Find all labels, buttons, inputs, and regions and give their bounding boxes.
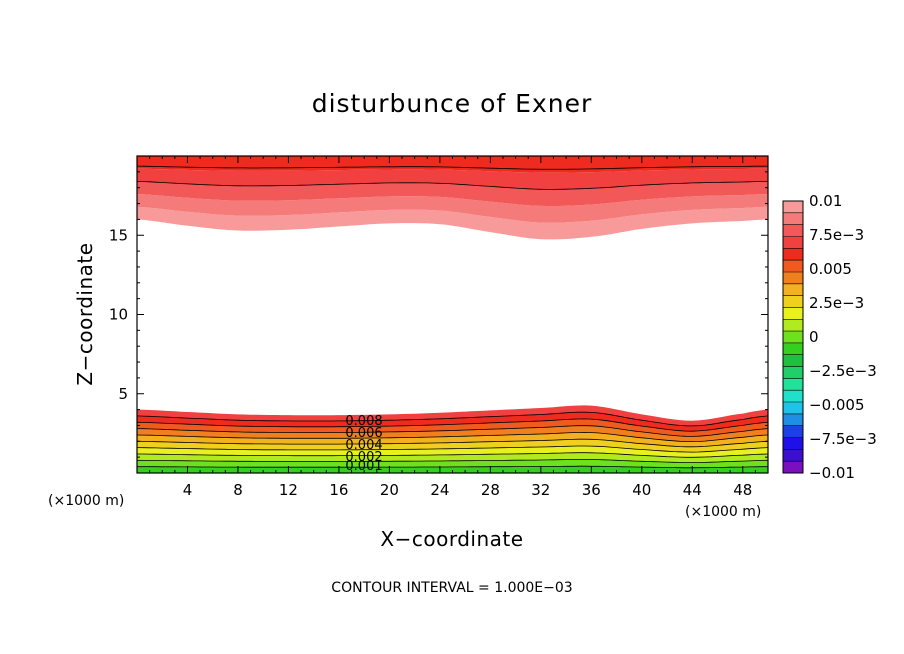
colorbar-swatch bbox=[783, 354, 803, 367]
colorbar-swatch bbox=[783, 437, 803, 450]
contour-band-high bbox=[137, 194, 768, 223]
contour-label: 0.001 bbox=[345, 459, 382, 474]
colorbar-swatch bbox=[783, 212, 803, 225]
colorbar-label: 0.005 bbox=[809, 260, 852, 278]
contour-interval-note: CONTOUR INTERVAL = 1.000E−03 bbox=[331, 580, 572, 596]
colorbar-swatch bbox=[783, 461, 803, 474]
colorbar-label: 7.5e−3 bbox=[809, 226, 864, 244]
contour-band-low bbox=[137, 418, 768, 437]
contour-label: 0.004 bbox=[345, 438, 382, 453]
colorbar-swatch bbox=[783, 283, 803, 296]
contour-band-low bbox=[137, 452, 768, 463]
chart-title: disturbunce of Exner bbox=[312, 89, 593, 118]
y-tick-label: 5 bbox=[118, 385, 128, 403]
contour-line-low bbox=[137, 465, 768, 469]
colorbar-label: −0.01 bbox=[809, 464, 855, 482]
colorbar-swatch bbox=[783, 342, 803, 356]
colorbar-swatch bbox=[783, 390, 803, 403]
colorbar-swatch bbox=[783, 224, 803, 237]
colorbar-label: −7.5e−3 bbox=[809, 430, 877, 448]
contour-band-low bbox=[137, 425, 768, 442]
contour-label: 0.008 bbox=[345, 414, 382, 429]
contour-line-low bbox=[136, 445, 769, 453]
x-tick-label: 12 bbox=[279, 481, 298, 499]
contour-line-low bbox=[136, 431, 769, 443]
y-tick-label: 10 bbox=[109, 306, 128, 324]
colorbar-swatch bbox=[783, 366, 803, 379]
x-tick-label: 4 bbox=[183, 481, 193, 499]
colorbar-labels: 0.01 7.5e−3 0.005 2.5e−3 0 −2.5e−3 −0.005 −7.5e… bbox=[809, 192, 877, 482]
colorbar-swatch bbox=[783, 319, 803, 332]
colorbar bbox=[782, 200, 804, 474]
y-axis-label: Z−coordinate bbox=[73, 242, 97, 385]
x-unit-right: (×1000 m) bbox=[685, 504, 761, 520]
colorbar-frame bbox=[782, 200, 804, 474]
colorbar-label: −0.005 bbox=[809, 396, 865, 414]
colorbar-swatch bbox=[783, 272, 803, 285]
colorbar-swatch bbox=[783, 413, 803, 427]
contour-band-high bbox=[137, 206, 768, 240]
colorbar-swatch bbox=[783, 236, 803, 249]
y-tick-label: 15 bbox=[109, 226, 128, 244]
x-tick-label: 32 bbox=[531, 481, 550, 499]
colorbar-swatch bbox=[783, 248, 803, 261]
x-tick-label: 8 bbox=[233, 481, 243, 499]
x-tick-label: 36 bbox=[582, 481, 601, 499]
contour-line-high bbox=[136, 181, 769, 190]
colorbar-swatch bbox=[783, 378, 803, 391]
contour-band-low bbox=[137, 432, 768, 447]
axis-ticks bbox=[137, 156, 768, 473]
colorbar-label: 0 bbox=[809, 328, 819, 346]
contour-band-low bbox=[137, 466, 768, 473]
x-tick-label: 48 bbox=[733, 481, 752, 499]
colorbar-swatch bbox=[783, 307, 803, 320]
colorbar-swatch bbox=[783, 331, 803, 344]
contour-line-low bbox=[136, 411, 769, 427]
contour-line-low bbox=[136, 418, 769, 432]
colorbar-label: −2.5e−3 bbox=[809, 362, 877, 380]
x-axis-label: X−coordinate bbox=[380, 527, 523, 551]
colorbar-swatch bbox=[783, 201, 803, 214]
contour-band-low bbox=[137, 439, 768, 453]
contour-line-high bbox=[136, 165, 769, 170]
x-tick-label: 16 bbox=[329, 481, 348, 499]
contour-line-layer bbox=[136, 165, 769, 469]
contour-band-low bbox=[137, 446, 768, 458]
contour-label: 0.006 bbox=[345, 426, 382, 441]
colorbar-swatch bbox=[783, 295, 803, 308]
contour-line-low bbox=[136, 425, 769, 437]
x-unit-left: (×1000 m) bbox=[48, 493, 124, 509]
x-tick-label: 20 bbox=[380, 481, 399, 499]
colorbar-swatch bbox=[783, 260, 803, 273]
x-tick-label: 40 bbox=[632, 481, 651, 499]
colorbar-label: 2.5e−3 bbox=[809, 294, 864, 312]
colorbar-label: 0.01 bbox=[809, 192, 842, 210]
contour-line-low bbox=[136, 459, 769, 463]
contour-line-low bbox=[136, 438, 769, 448]
x-tick-label: 28 bbox=[481, 481, 500, 499]
contour-line-low bbox=[137, 452, 769, 458]
colorbar-swatch bbox=[783, 402, 803, 415]
x-tick-label: 44 bbox=[683, 481, 702, 499]
contour-band-high bbox=[137, 168, 768, 190]
contour-fill-layer bbox=[137, 156, 768, 473]
contour-label: 0.002 bbox=[345, 450, 382, 465]
x-tick-label: 24 bbox=[430, 481, 449, 499]
colorbar-swatch bbox=[783, 425, 803, 438]
y-tick-labels: 5 10 15 bbox=[109, 226, 128, 402]
x-tick-labels: 4 8 12 16 20 24 28 32 36 40 44 48 bbox=[183, 481, 753, 499]
colorbar-swatch bbox=[783, 449, 803, 462]
